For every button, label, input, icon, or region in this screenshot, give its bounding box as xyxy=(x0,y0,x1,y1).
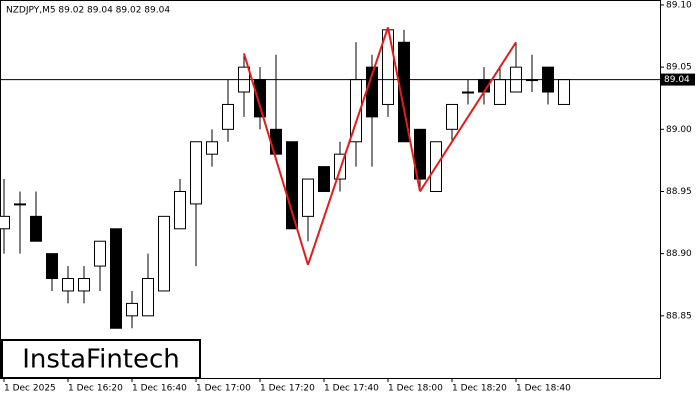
last-price-label: 89.04 xyxy=(664,75,690,85)
candle-body xyxy=(398,41,410,143)
x-tick-label: 1 Dec 18:00 xyxy=(388,384,443,394)
pattern-line xyxy=(387,27,421,192)
y-tick-label: 89.05 xyxy=(666,63,692,73)
candle-body xyxy=(462,91,474,94)
candle-body xyxy=(190,141,202,205)
chart-title: NZDJPY,M5 89.02 89.04 89.02 89.04 xyxy=(6,6,170,16)
x-tick-label: 1 Dec 16:40 xyxy=(132,384,187,394)
candle-body xyxy=(126,302,138,317)
x-tick-label: 1 Dec 18:40 xyxy=(516,384,571,394)
last-price-box xyxy=(661,73,695,86)
candle-body xyxy=(158,215,170,292)
candle-body xyxy=(46,253,58,280)
logo-box xyxy=(1,339,201,379)
pattern-line xyxy=(243,53,309,266)
candle-body xyxy=(446,103,458,130)
candle-body xyxy=(558,79,570,105)
candle-body xyxy=(30,215,42,242)
x-tick-label: 1 Dec 17:40 xyxy=(324,384,379,394)
x-tick-label: 1 Dec 16:20 xyxy=(68,384,123,394)
x-tick-label: 1 Dec 18:20 xyxy=(452,384,507,394)
candle-body xyxy=(254,79,266,118)
candle-body xyxy=(286,141,298,230)
candle-body xyxy=(142,278,154,317)
x-tick-label: 1 Dec 17:20 xyxy=(260,384,315,394)
candle-body xyxy=(206,141,218,155)
candle-body xyxy=(78,278,90,292)
y-tick-label: 89.00 xyxy=(666,125,692,135)
candle-body xyxy=(14,203,26,206)
candle-body xyxy=(222,103,234,130)
candle-body xyxy=(110,228,122,329)
candle-body xyxy=(62,278,74,292)
candle-body xyxy=(414,128,426,180)
candle-body xyxy=(0,215,10,230)
candle-body xyxy=(270,128,282,155)
x-tick-label: 1 Dec 2025 xyxy=(4,384,56,394)
x-tick-label: 1 Dec 17:00 xyxy=(196,384,251,394)
candle-body xyxy=(174,190,186,230)
y-tick-label: 88.90 xyxy=(666,249,692,259)
candle-body xyxy=(318,166,330,192)
y-tick-label: 88.95 xyxy=(666,187,692,197)
logo: InstaFintech xyxy=(22,345,180,375)
y-tick-label: 89.10 xyxy=(666,0,692,10)
candle-body xyxy=(334,153,346,180)
candle-body xyxy=(494,79,506,105)
y-tick-label: 88.85 xyxy=(666,311,692,321)
pattern-line xyxy=(307,27,389,266)
pattern-line xyxy=(419,41,517,193)
candle-body xyxy=(302,178,314,217)
candle-body xyxy=(94,240,106,267)
plot-frame xyxy=(0,0,661,379)
